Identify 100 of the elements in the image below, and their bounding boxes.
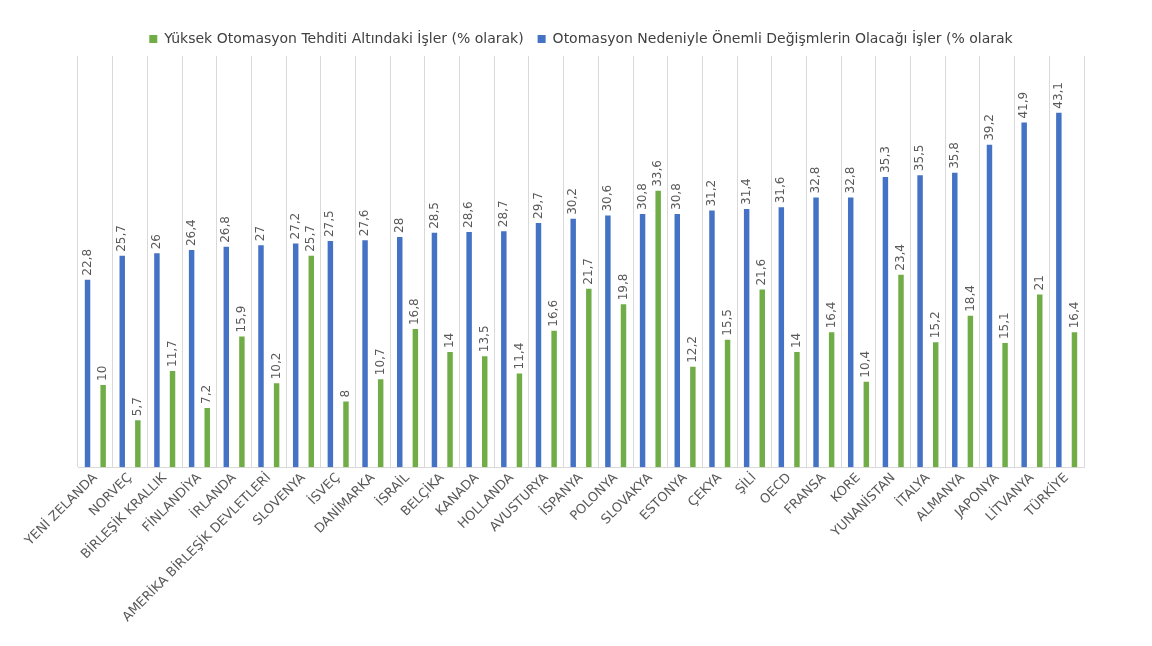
data-label: 35,8	[946, 142, 961, 169]
data-label: 16,8	[407, 298, 422, 326]
bar	[570, 218, 576, 468]
bar	[967, 315, 974, 468]
bar	[397, 236, 403, 468]
data-label: 16,4	[823, 301, 838, 329]
data-label: 39,2	[981, 114, 996, 141]
legend-label: Yüksek Otomasyon Tehditi Altındaki İşler (% olarak)	[163, 28, 524, 46]
data-label: 10,4	[858, 350, 873, 378]
bar	[466, 231, 472, 468]
bar	[674, 213, 680, 468]
bar	[605, 215, 611, 468]
bar	[292, 243, 299, 468]
bar	[898, 274, 904, 468]
data-label: 31,6	[773, 176, 788, 204]
bar	[586, 288, 592, 468]
bar	[204, 407, 210, 468]
data-label: 29,7	[530, 192, 545, 219]
data-label: 35,5	[912, 144, 927, 172]
data-label: 7,2	[199, 384, 214, 404]
data-label: 25,7	[114, 225, 129, 252]
data-label: 18,4	[962, 285, 977, 312]
bar	[759, 289, 765, 468]
data-label: 41,9	[1016, 91, 1031, 119]
bar	[620, 304, 627, 468]
bar	[690, 366, 696, 468]
bar	[343, 401, 349, 468]
data-label: 32,8	[808, 166, 823, 194]
bar	[516, 373, 523, 468]
bar	[882, 176, 889, 468]
data-label: 10,7	[372, 348, 387, 376]
bar	[501, 231, 507, 468]
bar	[482, 356, 488, 468]
data-label: 27	[253, 225, 268, 242]
data-label: 31,2	[704, 179, 719, 207]
bar	[84, 279, 91, 468]
bar	[308, 255, 315, 468]
data-label: 27,2	[287, 212, 302, 240]
data-label: 30,6	[600, 184, 615, 212]
data-label: 26	[149, 234, 164, 250]
data-label: 15,5	[719, 309, 734, 336]
bar	[431, 232, 438, 468]
data-label: 27,5	[322, 210, 337, 238]
bar	[412, 329, 419, 468]
data-label: 21,6	[754, 258, 769, 286]
data-label: 14	[442, 332, 457, 349]
bar	[239, 336, 245, 468]
data-label: 31,4	[738, 178, 753, 205]
data-label: 16,4	[1066, 301, 1081, 329]
data-label: 15,1	[997, 312, 1012, 340]
bar	[986, 144, 993, 468]
data-label: 23,4	[893, 244, 908, 271]
data-label: 19,8	[615, 273, 630, 301]
bar	[1037, 294, 1043, 468]
bar	[828, 332, 835, 468]
data-label: 8	[338, 389, 353, 398]
data-label: 27,6	[357, 209, 372, 237]
bar	[447, 352, 453, 468]
legend-label: Otomasyon Nedeniyle Önemli Değişmlerin Olacağı İşler (% olarak	[552, 28, 1014, 46]
bar	[258, 245, 264, 468]
bar	[932, 342, 939, 468]
data-label: 15,9	[234, 305, 249, 333]
data-label: 25,7	[303, 225, 318, 252]
data-label: 33,6	[650, 160, 665, 187]
data-label: 10	[95, 365, 110, 381]
bar	[952, 172, 958, 468]
data-label: 5,7	[129, 397, 144, 417]
bar	[100, 384, 106, 468]
data-label: 21,7	[580, 258, 595, 285]
data-label: 35,3	[877, 146, 892, 173]
bar	[135, 420, 141, 468]
bar	[169, 370, 176, 468]
bar	[377, 379, 384, 468]
bar	[724, 339, 731, 468]
bar	[655, 190, 661, 468]
data-label: 13,5	[476, 325, 491, 353]
bar	[917, 175, 923, 468]
data-label: 28,5	[426, 202, 441, 229]
data-label: 15,2	[927, 311, 942, 339]
bar	[362, 240, 368, 468]
bar	[119, 255, 125, 468]
data-label: 43,1	[1050, 82, 1065, 109]
data-label: 26,4	[183, 219, 198, 247]
data-label: 16,6	[546, 299, 561, 327]
data-label: 11,4	[511, 342, 526, 370]
bar	[639, 213, 646, 468]
data-label: 14	[789, 332, 804, 349]
bar	[794, 352, 800, 468]
bar	[778, 207, 785, 468]
bar	[743, 208, 750, 468]
bar	[813, 197, 819, 468]
bar	[1002, 343, 1008, 468]
bar	[551, 330, 557, 468]
bar	[1021, 122, 1027, 468]
data-label: 30,2	[565, 188, 580, 215]
data-label: 32,8	[842, 166, 857, 194]
bar	[1071, 332, 1078, 468]
data-label: 28,7	[495, 200, 510, 228]
bar	[223, 246, 230, 468]
data-label: 22,8	[79, 248, 94, 276]
